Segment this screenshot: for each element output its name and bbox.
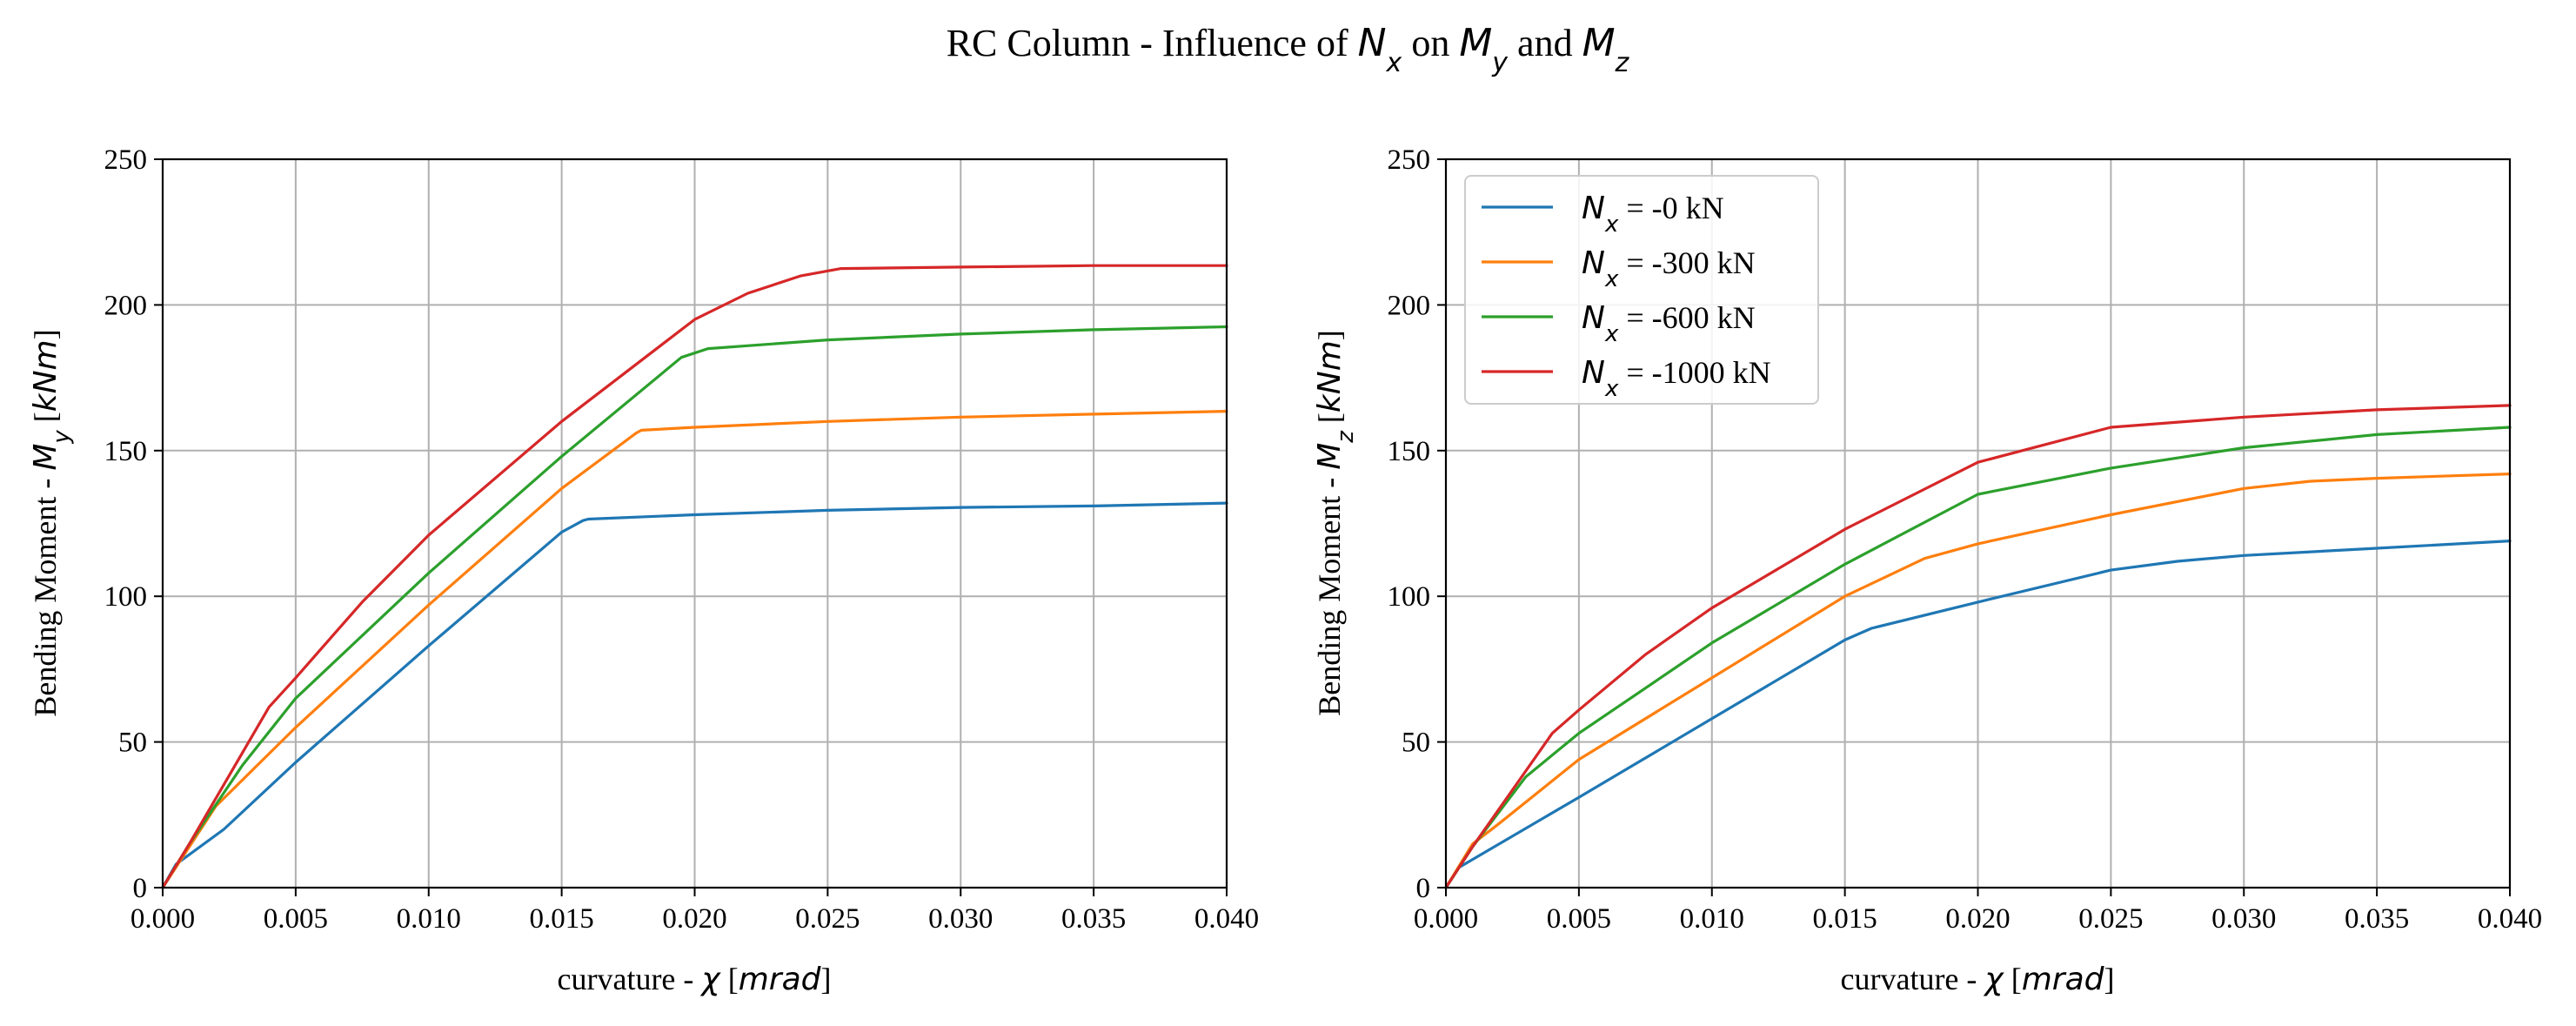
legend-entry: Nx = -600 kN [1482,300,1756,347]
y-axis-title: Bending Moment - Mz [kNm] [1312,330,1359,716]
tick-marks [1437,158,2511,896]
legend-label: Nx = -300 kN [1582,245,1756,292]
x-tick-label: 0.035 [2345,903,2409,935]
y-tick-label: 250 [104,144,148,176]
x-tick-label: 0.040 [1194,903,1259,935]
y-tick-label: 150 [104,436,148,467]
x-axis-title: curvature - χ [mrad] [558,962,832,997]
x-tick-label: 0.000 [1414,903,1478,935]
y-tick-label: 0 [1416,873,1431,904]
x-tick-label: 0.005 [1547,903,1611,935]
x-tick-label: 0.030 [2211,903,2276,935]
plot-panel-my: 0.000 0.005 0.010 0.015 0.020 0.025 0.030 0.035… [28,144,1259,997]
x-tick-label: 0.030 [928,903,993,935]
x-tick-label: 0.020 [1945,903,2010,935]
y-tick-label: 150 [1388,436,1431,467]
series-line [1444,472,2512,889]
legend-box [1464,175,1819,405]
y-axis-title: Bending Moment - My [kNm] [28,329,75,716]
series-lines [1444,404,2512,889]
x-tick-label: 0.000 [130,903,195,935]
y-tick-label: 50 [118,728,147,759]
series-line [161,325,1228,889]
series-line [1444,404,2512,889]
y-tick-label: 100 [104,581,148,613]
tick-labels: 0.000 0.005 0.010 0.015 0.020 0.025 0.030 0.035… [104,144,1260,935]
legend-label: Nx = -1000 kN [1582,355,1771,402]
x-tick-label: 0.040 [2478,903,2542,935]
series-line [1444,539,2512,889]
legend-entry: Nx = -1000 kN [1482,355,1771,402]
tick-marks [154,158,1228,896]
x-tick-label: 0.005 [264,903,328,935]
x-tick-label: 0.015 [530,903,594,935]
x-tick-label: 0.025 [795,903,860,935]
series-line [161,264,1228,889]
legend-entry: Nx = -300 kN [1482,245,1756,292]
y-tick-label: 0 [133,873,148,904]
x-tick-label: 0.015 [1813,903,1877,935]
series-line [1444,426,2512,889]
figure-title: RC Column - Influence of Nx on My and Mz [947,21,1630,78]
y-tick-label: 250 [1388,144,1431,176]
x-tick-label: 0.010 [1680,903,1744,935]
legend-label: Nx = -600 kN [1582,300,1756,347]
legend: Nx = -0 kN Nx = -300 kN Nx = -600 kN Nx … [1464,175,1819,405]
x-tick-label: 0.035 [1061,903,1126,935]
x-axis-title: curvature - χ [mrad] [1841,962,2115,997]
y-tick-label: 200 [104,290,148,321]
legend-entry: Nx = -0 kN [1482,191,1724,238]
series-lines [161,264,1228,889]
plot-panel-mz: 0.000 0.005 0.010 0.015 0.020 0.025 0.030 0.035… [1312,144,2542,997]
x-tick-label: 0.010 [397,903,461,935]
y-tick-label: 200 [1388,290,1431,321]
x-tick-label: 0.025 [2078,903,2143,935]
y-tick-label: 50 [1402,728,1430,759]
series-line [161,501,1228,889]
tick-labels: 0.000 0.005 0.010 0.015 0.020 0.025 0.030 0.035… [1388,144,2543,935]
x-tick-label: 0.020 [662,903,726,935]
legend-label: Nx = -0 kN [1582,191,1724,238]
y-tick-label: 100 [1388,581,1431,613]
